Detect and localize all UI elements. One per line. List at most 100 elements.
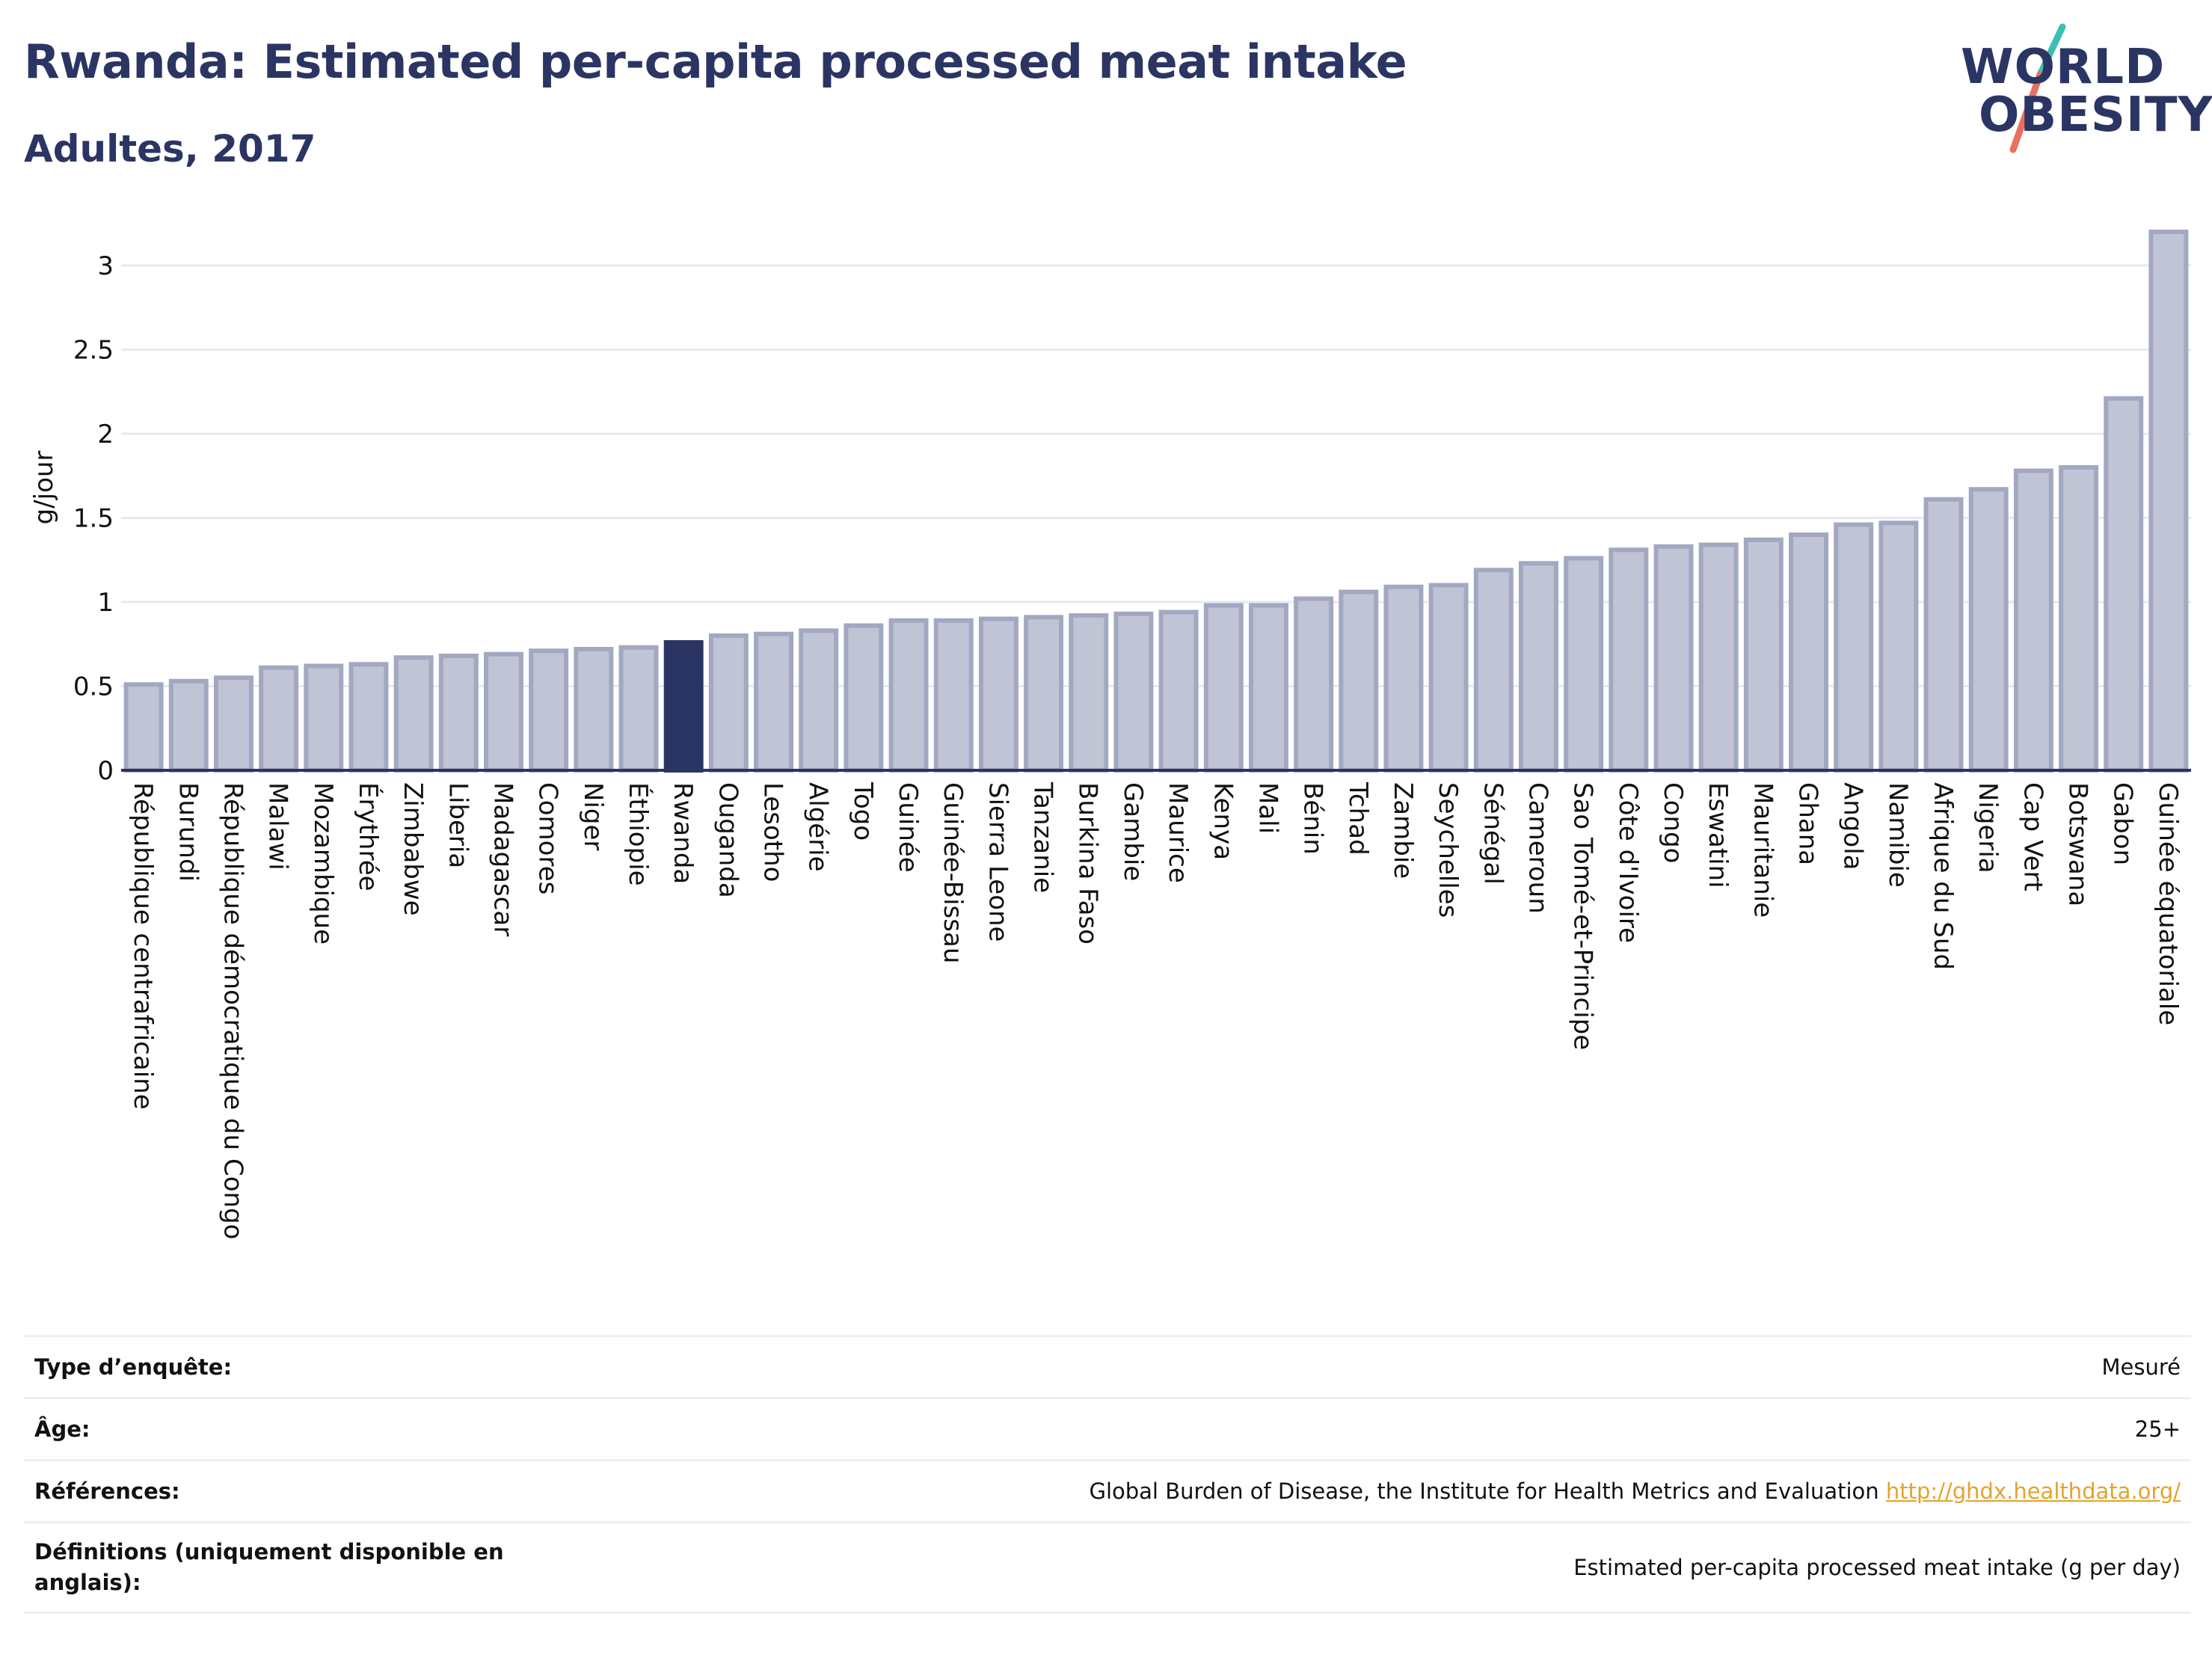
y-tick-label: 2.5	[73, 336, 114, 366]
y-tick-label: 0	[97, 756, 114, 786]
bar	[933, 618, 974, 773]
bar	[1069, 613, 1109, 773]
reference-text: Global Burden of Disease, the Institute …	[1089, 1479, 1879, 1504]
x-tick-label: Côte d'Ivoire	[1613, 782, 1643, 943]
bar	[529, 648, 569, 773]
x-tick-label: Sao Tomé-et-Principe	[1568, 782, 1598, 1050]
x-tick-label: Afrique du Sud	[1928, 782, 1958, 970]
bar	[1383, 584, 1424, 773]
x-tick-label: Mauritanie	[1748, 782, 1778, 918]
x-tick-label: Angola	[1838, 782, 1868, 870]
x-tick-label: Liberia	[443, 782, 473, 868]
bar	[168, 678, 209, 773]
bar	[1024, 615, 1064, 773]
x-tick-label: République centrafricaine	[128, 782, 158, 1110]
info-value-cell: Global Burden of Disease, the Institute …	[538, 1461, 2191, 1523]
info-value: Mesuré	[2101, 1354, 2181, 1380]
bar	[1743, 537, 1784, 773]
bar	[393, 655, 434, 773]
y-tick-label: 1.5	[73, 504, 114, 534]
bar-highlighted	[663, 640, 704, 773]
x-tick-label: Botswana	[2063, 782, 2093, 906]
x-tick-label: Guinée-Bissau	[938, 782, 968, 963]
bar	[574, 647, 614, 773]
x-tick-label: Ghana	[1793, 782, 1823, 865]
bar	[888, 618, 929, 773]
x-tick-label: Sierra Leone	[983, 782, 1013, 942]
x-tick-label: Tanzanie	[1028, 782, 1058, 893]
x-tick-label: Guinée	[893, 782, 923, 873]
bar	[2148, 230, 2189, 773]
bar	[348, 662, 389, 773]
x-tick-label: Niger	[578, 782, 608, 850]
bar	[123, 682, 164, 773]
x-tick-label: Gabon	[2108, 782, 2138, 865]
x-tick-label: Tchad	[1343, 782, 1373, 856]
x-tick-label: Burkina Faso	[1073, 782, 1103, 945]
world-obesity-logo: WORLD OBESITY	[1952, 22, 2212, 157]
y-axis-label: g/jour	[29, 451, 59, 525]
info-label: Type d’enquête:	[34, 1354, 233, 1380]
logo-text-world: WORLD	[1961, 40, 2166, 95]
bar-chart: 0 0.5 1 1.5 2 2.5 3 République centrafricaine B…	[29, 230, 2191, 1239]
x-tick-label: Burundi	[173, 782, 203, 882]
x-tick-label: Namibie	[1883, 782, 1913, 888]
bars	[123, 230, 2189, 773]
bar	[1294, 596, 1334, 773]
info-table: Type d’enquête: Mesuré Âge: 25+ Référenc…	[24, 1335, 2191, 1614]
bar	[1653, 544, 1694, 773]
x-tick-label: Nigeria	[1973, 782, 2003, 873]
x-tick-label: Zambie	[1388, 782, 1418, 879]
bar	[304, 663, 344, 773]
info-row-references: Références: Global Burden of Disease, th…	[24, 1460, 2191, 1523]
info-value: 25+	[2134, 1416, 2181, 1442]
bar	[2059, 465, 2099, 773]
x-tick-label: Cameroun	[1523, 782, 1552, 914]
y-tick-label: 0.5	[73, 672, 114, 702]
x-tick-label: Sénégal	[1478, 782, 1508, 885]
x-tick-label: Seychelles	[1433, 782, 1463, 918]
y-tick-labels: 0 0.5 1 1.5 2 2.5 3	[73, 251, 114, 786]
x-tick-label: Kenya	[1208, 782, 1238, 860]
y-tick-label: 2	[97, 420, 114, 449]
bar	[618, 645, 659, 773]
x-tick-label: Gambie	[1118, 782, 1148, 881]
info-row-survey-type: Type d’enquête: Mesuré	[24, 1336, 2191, 1398]
bar	[799, 628, 839, 773]
bar	[708, 633, 749, 773]
x-tick-label: Mali	[1253, 782, 1282, 834]
x-tick-label: Eswatini	[1703, 782, 1733, 888]
info-value: Estimated per-capita processed meat inta…	[1573, 1554, 2181, 1580]
x-tick-label: Rwanda	[668, 782, 698, 884]
info-label: Âge:	[34, 1416, 90, 1442]
page-subtitle: Adultes, 2017	[24, 127, 316, 171]
x-tick-label: Comores	[533, 782, 563, 894]
bar	[1158, 610, 1199, 773]
x-tick-label: Zimbabwe	[398, 782, 428, 916]
y-tick-label: 3	[97, 251, 114, 281]
x-tick-label: Togo	[848, 782, 878, 841]
y-tick-label: 1	[97, 588, 114, 618]
bar	[1473, 568, 1514, 773]
bar	[1113, 611, 1154, 773]
bar	[1248, 603, 1288, 773]
x-tick-label: Madagascar	[488, 782, 517, 936]
x-tick-label: Mozambique	[308, 782, 338, 945]
bar	[1519, 561, 1558, 773]
bar	[1609, 547, 1649, 773]
x-tick-label: Éthiopie	[623, 782, 654, 886]
x-tick-labels: République centrafricaine Burundi Républiq…	[128, 782, 2183, 1239]
x-tick-label: Malawi	[263, 782, 293, 871]
x-tick-label: Bénin	[1298, 782, 1328, 855]
bar	[1834, 522, 1874, 773]
reference-link[interactable]: http://ghdx.healthdata.org/	[1885, 1479, 2181, 1504]
bar	[259, 665, 299, 773]
bar	[978, 616, 1019, 773]
bar	[1923, 497, 1964, 773]
x-tick-label: Algérie	[803, 782, 833, 872]
x-tick-label: Cap Vert	[2018, 782, 2047, 891]
bar	[438, 654, 479, 773]
bar	[213, 675, 254, 773]
bar	[1789, 532, 1828, 773]
bar	[1698, 542, 1739, 773]
